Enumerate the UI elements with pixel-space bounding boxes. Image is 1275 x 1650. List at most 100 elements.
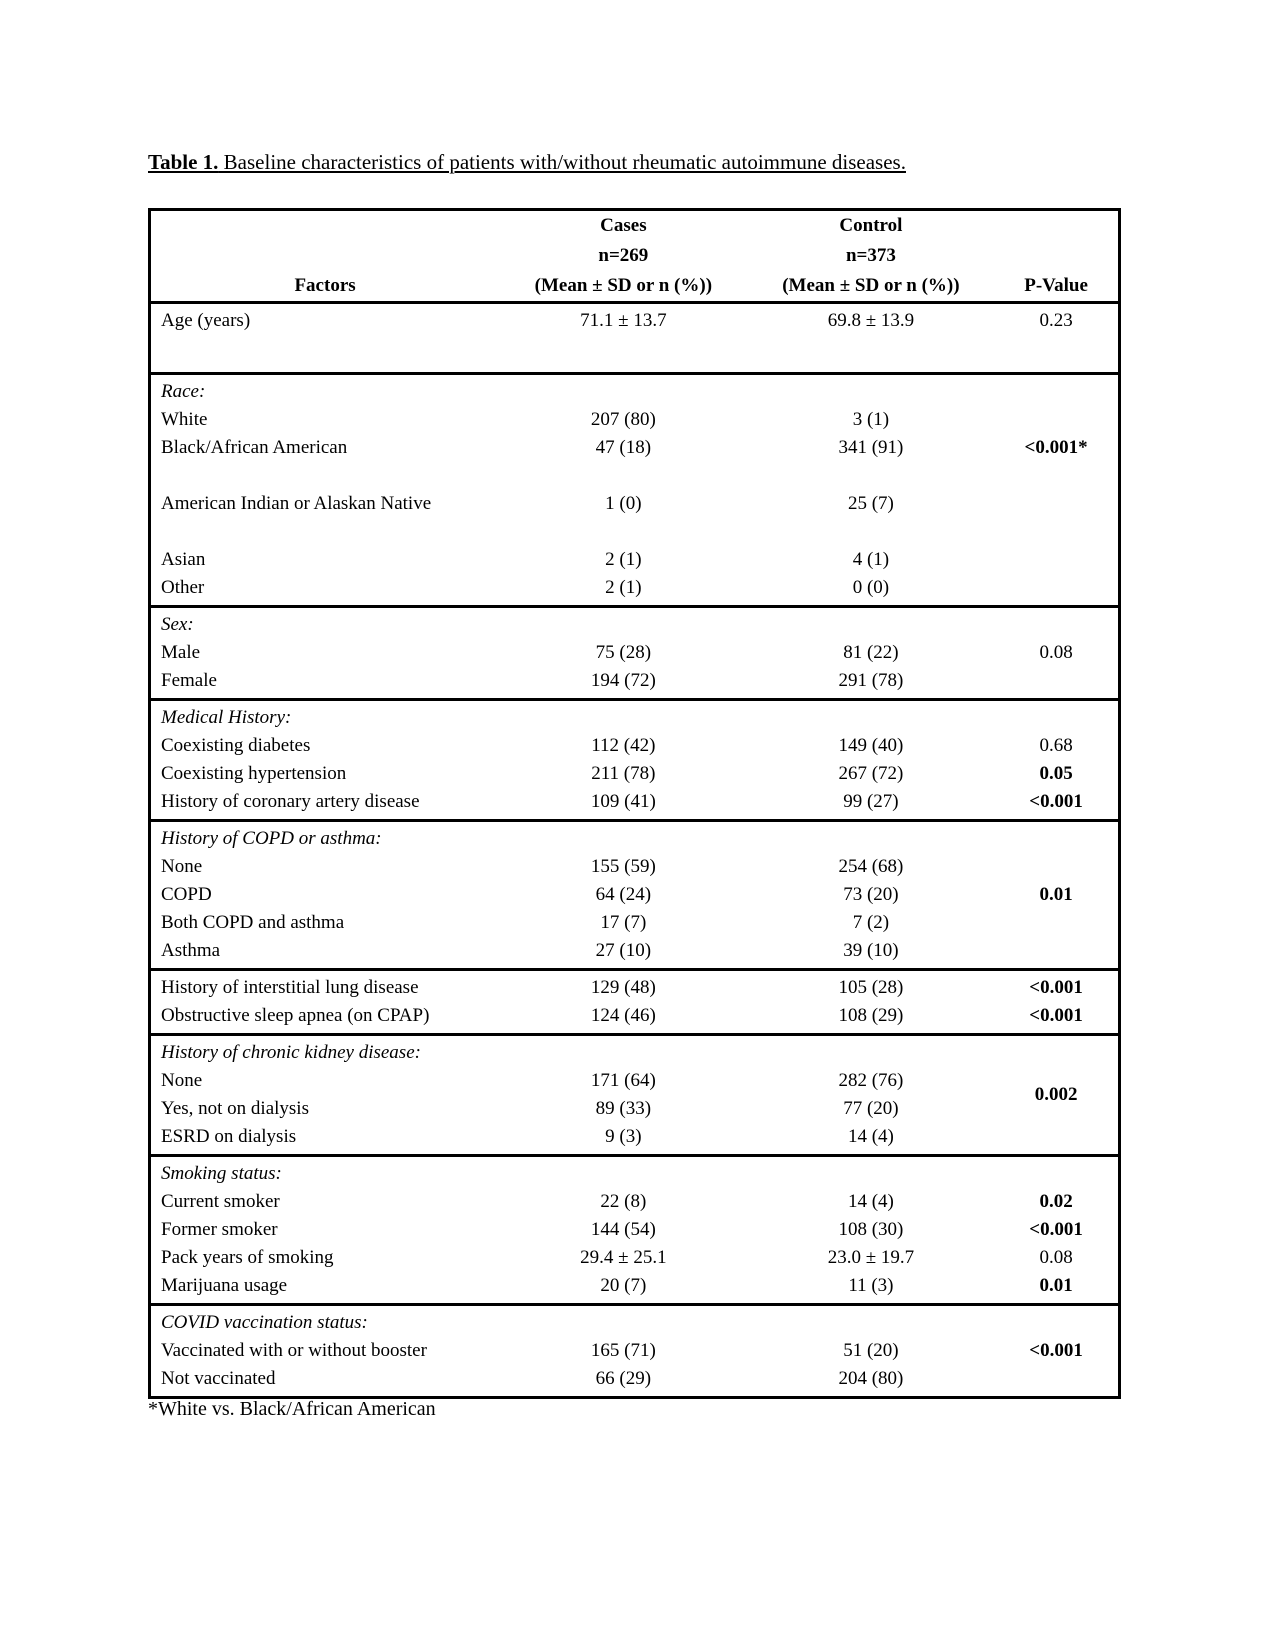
table-row: American Indian or Alaskan Native 1 (0) 25… bbox=[151, 490, 1118, 518]
section-header: Smoking status: bbox=[161, 1163, 282, 1184]
table-row: Vaccinated with or without booster 165 (7… bbox=[151, 1337, 1118, 1365]
control-cell: 291 (78) bbox=[838, 670, 904, 691]
cases-cell: 89 (33) bbox=[595, 1098, 652, 1119]
cases-cell: 17 (7) bbox=[600, 912, 647, 933]
table-row: Male 75 (28) 81 (22) 0.08 bbox=[151, 639, 1118, 667]
cases-cell: 144 (54) bbox=[590, 1219, 656, 1240]
pvalue-cell: 0.68 bbox=[1039, 735, 1073, 756]
control-cell: 99 (27) bbox=[843, 791, 899, 812]
header-factors: Factors bbox=[294, 275, 356, 296]
pvalue-cell: <0.001 bbox=[1029, 1005, 1083, 1026]
section-header: COVID vaccination status: bbox=[161, 1312, 368, 1333]
factor-cell: None bbox=[161, 856, 203, 877]
factor-cell: Black/African American bbox=[161, 437, 348, 458]
table-row: Both COPD and asthma 17 (7) 7 (2) bbox=[151, 909, 1118, 937]
header-control-name: Control bbox=[839, 215, 903, 236]
header-cases-n: n=269 bbox=[598, 245, 649, 266]
header-row-group-n: n=269 n=373 bbox=[151, 241, 1118, 271]
table-row: Yes, not on dialysis 89 (33) 77 (20) bbox=[151, 1095, 1118, 1123]
control-cell: 23.0 ± 19.7 bbox=[827, 1247, 915, 1268]
pvalue-cell bbox=[994, 1365, 1118, 1393]
control-cell: 0 (0) bbox=[852, 577, 890, 598]
table-row: Asthma 27 (10) 39 (10) bbox=[151, 937, 1118, 965]
table-row: Obstructive sleep apnea (on CPAP) 124 (46… bbox=[151, 1002, 1118, 1030]
header-pvalue: P-Value bbox=[1024, 275, 1088, 296]
factor-cell: Coexisting diabetes bbox=[161, 735, 311, 756]
factor-cell: Yes, not on dialysis bbox=[161, 1098, 309, 1119]
section-header: History of COPD or asthma: bbox=[161, 828, 382, 849]
factor-cell: Asian bbox=[161, 549, 206, 570]
pvalue-cell: 0.05 bbox=[1039, 763, 1073, 784]
header-empty-cell bbox=[994, 241, 1118, 271]
table-row: History of coronary artery disease 109 (4… bbox=[151, 788, 1118, 816]
pvalue-cell bbox=[994, 909, 1118, 937]
cases-cell: 9 (3) bbox=[605, 1126, 642, 1147]
table-section: Sex: Male 75 (28) 81 (22) 0.08 Female 194 (72)… bbox=[151, 605, 1118, 698]
pvalue-cell: <0.001* bbox=[1024, 437, 1088, 458]
factor-cell: American Indian or Alaskan Native bbox=[161, 493, 432, 514]
table-section: COVID vaccination status: Vaccinated with… bbox=[151, 1303, 1118, 1396]
table-caption-text: Baseline characteristics of patients wit… bbox=[218, 150, 906, 174]
control-cell: 77 (20) bbox=[843, 1098, 899, 1119]
cases-cell: 22 (8) bbox=[600, 1191, 647, 1212]
cases-cell: 211 (78) bbox=[591, 763, 656, 784]
pvalue-cell bbox=[994, 937, 1118, 965]
factor-cell: Both COPD and asthma bbox=[161, 912, 345, 933]
table-row: None 155 (59) 254 (68) bbox=[151, 853, 1118, 881]
header-control-n: n=373 bbox=[845, 245, 896, 266]
table-row: Pack years of smoking 29.4 ± 25.1 23.0 ± 1… bbox=[151, 1244, 1118, 1272]
baseline-characteristics-table: Cases Control n=269 n=373 Factors (Mean … bbox=[148, 208, 1121, 1399]
header-empty-cell bbox=[994, 211, 1118, 241]
cases-cell: 165 (71) bbox=[590, 1340, 656, 1361]
table-row: Coexisting hypertension 211 (78) 267 (72) 0… bbox=[151, 760, 1118, 788]
cases-cell: 124 (46) bbox=[590, 1005, 656, 1026]
factor-cell: COPD bbox=[161, 884, 212, 905]
factor-cell: Former smoker bbox=[161, 1219, 278, 1240]
table-row: Current smoker 22 (8) 14 (4) 0.02 bbox=[151, 1188, 1118, 1216]
control-cell: 254 (68) bbox=[838, 856, 904, 877]
cases-cell: 207 (80) bbox=[590, 409, 656, 430]
table-section: Race: White 207 (80) 3 (1) Black/African Ame… bbox=[151, 372, 1118, 605]
factor-cell: Obstructive sleep apnea (on CPAP) bbox=[161, 1005, 430, 1026]
pvalue-cell: 0.01 bbox=[1039, 1275, 1073, 1296]
blank-line bbox=[151, 462, 1118, 490]
table-section: Age (years) 71.1 ± 13.7 69.8 ± 13.9 0.23 bbox=[151, 304, 1118, 372]
cases-cell: 47 (18) bbox=[595, 437, 652, 458]
table-row: Former smoker 144 (54) 108 (30) <0.001 bbox=[151, 1216, 1118, 1244]
cases-cell: 171 (64) bbox=[590, 1070, 656, 1091]
pvalue-cell: <0.001 bbox=[1029, 791, 1083, 812]
cases-cell: 64 (24) bbox=[595, 884, 652, 905]
control-cell: 11 (3) bbox=[848, 1275, 894, 1296]
table-row: Asian 2 (1) 4 (1) bbox=[151, 546, 1118, 574]
header-empty-cell bbox=[151, 211, 499, 241]
pvalue-cell bbox=[994, 667, 1118, 695]
table-row: ESRD on dialysis 9 (3) 14 (4) bbox=[151, 1123, 1118, 1151]
pvalue-cell: 0.23 bbox=[1039, 310, 1073, 331]
control-cell: 81 (22) bbox=[843, 642, 899, 663]
table-section: History of interstitial lung disease 129 … bbox=[151, 968, 1118, 1033]
table-row: COPD 64 (24) 73 (20) 0.01 bbox=[151, 881, 1118, 909]
control-cell: 14 (4) bbox=[847, 1191, 894, 1212]
pvalue-cell: 0.08 bbox=[1039, 642, 1073, 663]
pvalue-cell bbox=[994, 406, 1118, 434]
control-cell: 149 (40) bbox=[838, 735, 904, 756]
pvalue-cell: <0.001 bbox=[1029, 1340, 1083, 1361]
section-header: Race: bbox=[161, 381, 206, 402]
factor-cell: Asthma bbox=[161, 940, 221, 961]
table-caption-label: Table 1. bbox=[148, 150, 219, 174]
pvalue-cell bbox=[994, 853, 1118, 881]
factor-cell: Current smoker bbox=[161, 1191, 280, 1212]
control-cell: 25 (7) bbox=[847, 493, 894, 514]
control-cell: 341 (91) bbox=[838, 437, 904, 458]
control-cell: 105 (28) bbox=[838, 977, 904, 998]
table-caption: Table 1. Baseline characteristics of pat… bbox=[148, 150, 906, 175]
cases-cell: 75 (28) bbox=[595, 642, 652, 663]
pvalue-cell: 0.08 bbox=[1039, 1247, 1073, 1268]
cases-cell: 1 (0) bbox=[605, 493, 642, 514]
table-body: Age (years) 71.1 ± 13.7 69.8 ± 13.9 0.23 Rac… bbox=[151, 304, 1118, 1396]
table-row: Age (years) 71.1 ± 13.7 69.8 ± 13.9 0.23 bbox=[151, 307, 1118, 335]
factor-cell: Other bbox=[161, 577, 205, 598]
table-row: Black/African American 47 (18) 341 (91) <0.… bbox=[151, 434, 1118, 462]
cases-cell: 29.4 ± 25.1 bbox=[580, 1247, 667, 1268]
blank-line bbox=[151, 335, 1118, 369]
